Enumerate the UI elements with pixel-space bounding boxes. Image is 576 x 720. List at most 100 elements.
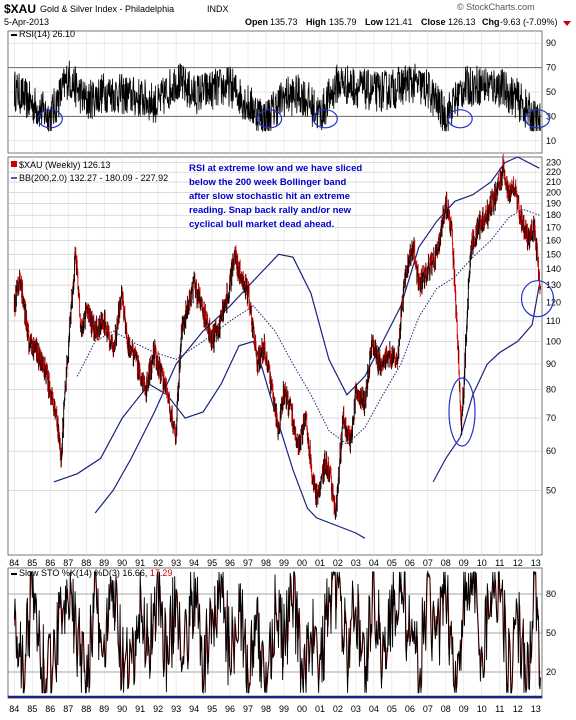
x-tick-label-bottom: 99 [279, 704, 289, 714]
chg-value: -9.63 (-7.09%) [500, 17, 558, 27]
rsi-tick-label: 70 [546, 63, 556, 73]
down-arrow-icon [563, 21, 571, 26]
price-tick-label: 190 [546, 199, 561, 209]
annotation-line-3: after slow stochastic hit an extreme [189, 191, 350, 202]
x-tick-label-top: 09 [459, 558, 469, 568]
x-tick-label-top: 02 [333, 558, 343, 568]
x-tick-label-bottom: 88 [81, 704, 91, 714]
x-tick-label-top: 06 [405, 558, 415, 568]
x-tick-label-top: 89 [99, 558, 109, 568]
x-tick-label-bottom: 01 [315, 704, 325, 714]
x-tick-label-bottom: 97 [243, 704, 253, 714]
sto-tick-label: 80 [546, 589, 556, 599]
rsi-low-circle [312, 109, 338, 129]
annotation-line-5: cyclical bull market dead ahead. [189, 219, 334, 230]
x-tick-label-top: 07 [423, 558, 433, 568]
x-tick-label-bottom: 12 [513, 704, 523, 714]
high-value: 135.79 [329, 17, 357, 27]
price-legend: $XAU (Weekly) 126.13 [19, 160, 110, 170]
price-tick-label: 80 [546, 384, 556, 394]
x-tick-label-bottom: 96 [225, 704, 235, 714]
sto-k-line [13, 570, 541, 695]
price-circle [448, 377, 476, 447]
rsi-tick-label: 10 [546, 136, 556, 146]
price-tick-label: 180 [546, 210, 561, 220]
sto-legend-prefix: Slow STO %K(14) %D(3) [19, 568, 120, 578]
x-tick-label-bottom: 03 [351, 704, 361, 714]
price-tick-label: 160 [546, 235, 561, 245]
x-tick-label-top: 94 [189, 558, 199, 568]
price-tick-label: 220 [546, 167, 561, 177]
price-tick-label: 60 [546, 446, 556, 456]
annotation-line-4: reading. Snap back rally and/or new [189, 205, 352, 216]
x-tick-label-top: 13 [531, 558, 541, 568]
index-name: Gold & Silver Index - Philadelphia [40, 4, 174, 14]
rsi-tick-label: 50 [546, 87, 556, 97]
x-tick-label-bottom: 87 [63, 704, 73, 714]
x-tick-label-top: 12 [513, 558, 523, 568]
price-tick-label: 170 [546, 222, 561, 232]
x-tick-label-bottom: 00 [297, 704, 307, 714]
x-tick-label-top: 92 [153, 558, 163, 568]
price-tick-label: 90 [546, 359, 556, 369]
x-tick-label-top: 87 [63, 558, 73, 568]
x-tick-label-top: 10 [477, 558, 487, 568]
x-tick-label-bottom: 91 [135, 704, 145, 714]
rsi-tick-label: 90 [546, 38, 556, 48]
x-tick-label-bottom: 95 [207, 704, 217, 714]
bb-lower-line-recent [432, 284, 540, 483]
price-tick-label: 150 [546, 249, 561, 259]
x-tick-label-bottom: 04 [369, 704, 379, 714]
rsi-low-circle [37, 109, 63, 129]
rsi-legend-swatch [11, 34, 17, 36]
x-tick-label-bottom: 92 [153, 704, 163, 714]
rsi-tick-label: 30 [546, 111, 556, 121]
price-tick-label: 200 [546, 188, 561, 198]
price-tick-label: 100 [546, 336, 561, 346]
price-legend-swatch [11, 161, 17, 167]
x-tick-label-top: 99 [279, 558, 289, 568]
rsi-legend: RSI(14) 26.10 [19, 29, 75, 39]
bb-upper-line [94, 156, 540, 514]
annotation-text: RSI at extreme low and we have sliced be… [189, 163, 362, 230]
high-label: High [306, 17, 326, 27]
x-tick-label-top: 11 [495, 558, 504, 568]
x-tick-label-bottom: 11 [495, 704, 504, 714]
x-tick-label-bottom: 09 [459, 704, 469, 714]
price-tick-label: 230 [546, 158, 561, 168]
price-tick-label: 140 [546, 264, 561, 274]
sto-legend: Slow STO %K(14) %D(3) 16.66, 17.29 [19, 568, 172, 578]
x-tick-label-top: 08 [441, 558, 451, 568]
x-tick-label-bottom: 02 [333, 704, 343, 714]
x-tick-label-top: 00 [297, 558, 307, 568]
x-tick-label-bottom: 90 [117, 704, 127, 714]
x-tick-label-top: 96 [225, 558, 235, 568]
x-tick-label-bottom: 13 [531, 704, 541, 714]
x-tick-label-bottom: 08 [441, 704, 451, 714]
exchange-label: INDX [207, 4, 229, 14]
price-tick-label: 210 [546, 177, 561, 187]
x-tick-label-bottom: 98 [261, 704, 271, 714]
x-tick-label-bottom: 93 [171, 704, 181, 714]
x-tick-label-bottom: 10 [477, 704, 487, 714]
rsi-line [13, 60, 541, 133]
x-tick-label-bottom: 84 [9, 704, 19, 714]
rsi-low-circle [524, 109, 551, 129]
sto-tick-label: 50 [546, 628, 556, 638]
price-tick-label: 70 [546, 413, 556, 423]
x-tick-label-top: 01 [315, 558, 325, 568]
bb-legend: BB(200,2.0) 132.27 - 180.09 - 227.92 [19, 173, 168, 183]
x-tick-label-bottom: 85 [27, 704, 37, 714]
close-label: Close [421, 17, 446, 27]
low-label: Low [365, 17, 384, 27]
sto-tick-label: 20 [546, 667, 556, 677]
price-panel [7, 156, 543, 556]
sto-legend-swatch [11, 573, 17, 575]
open-label: Open [245, 17, 268, 27]
x-tick-label-bottom: 06 [405, 704, 415, 714]
date-label: 5-Apr-2013 [4, 17, 49, 27]
price-tick-label: 110 [546, 316, 560, 326]
x-tick-label-top: 95 [207, 558, 217, 568]
open-value: 135.73 [270, 17, 298, 27]
